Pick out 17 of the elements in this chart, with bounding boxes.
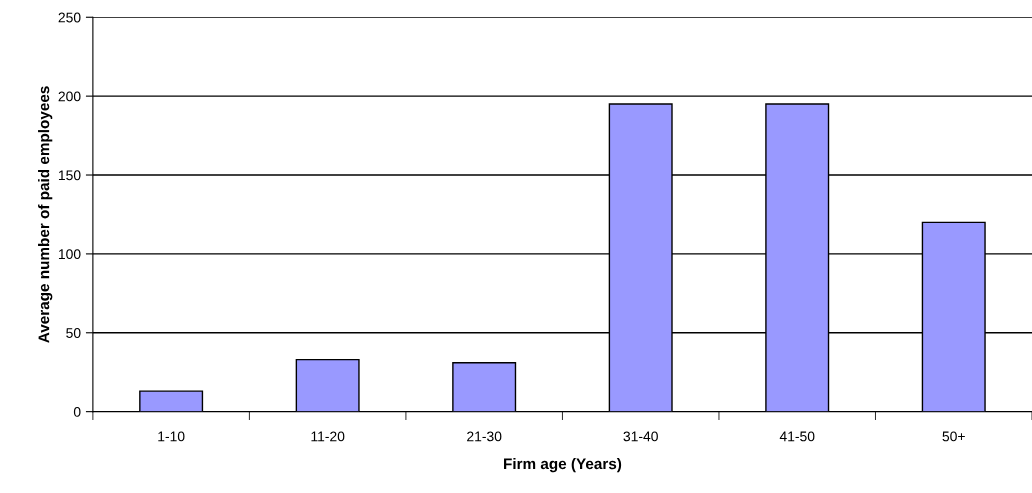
x-tick-label: 21-30 [467,431,502,442]
y-tick-label: 0 [73,406,81,417]
x-tick-label: 31-40 [623,431,658,442]
bar [452,362,517,412]
bar [295,358,360,412]
x-tick-label: 11-20 [311,431,345,442]
y-tick-label: 50 [66,328,81,338]
y-tick-label: 150 [58,170,81,181]
y-tick-label: 250 [58,12,81,23]
x-tick-label: 1-10 [158,431,185,442]
y-tick-label: 100 [58,249,81,260]
x-axis-title: Firm age (Years) [504,457,622,473]
bar [139,390,204,412]
y-tick-label: 200 [58,91,81,102]
x-tick-label: 41-50 [779,431,815,442]
y-axis-title: Average number of paid employees [38,86,53,343]
x-tick-label: 50+ [942,431,965,442]
